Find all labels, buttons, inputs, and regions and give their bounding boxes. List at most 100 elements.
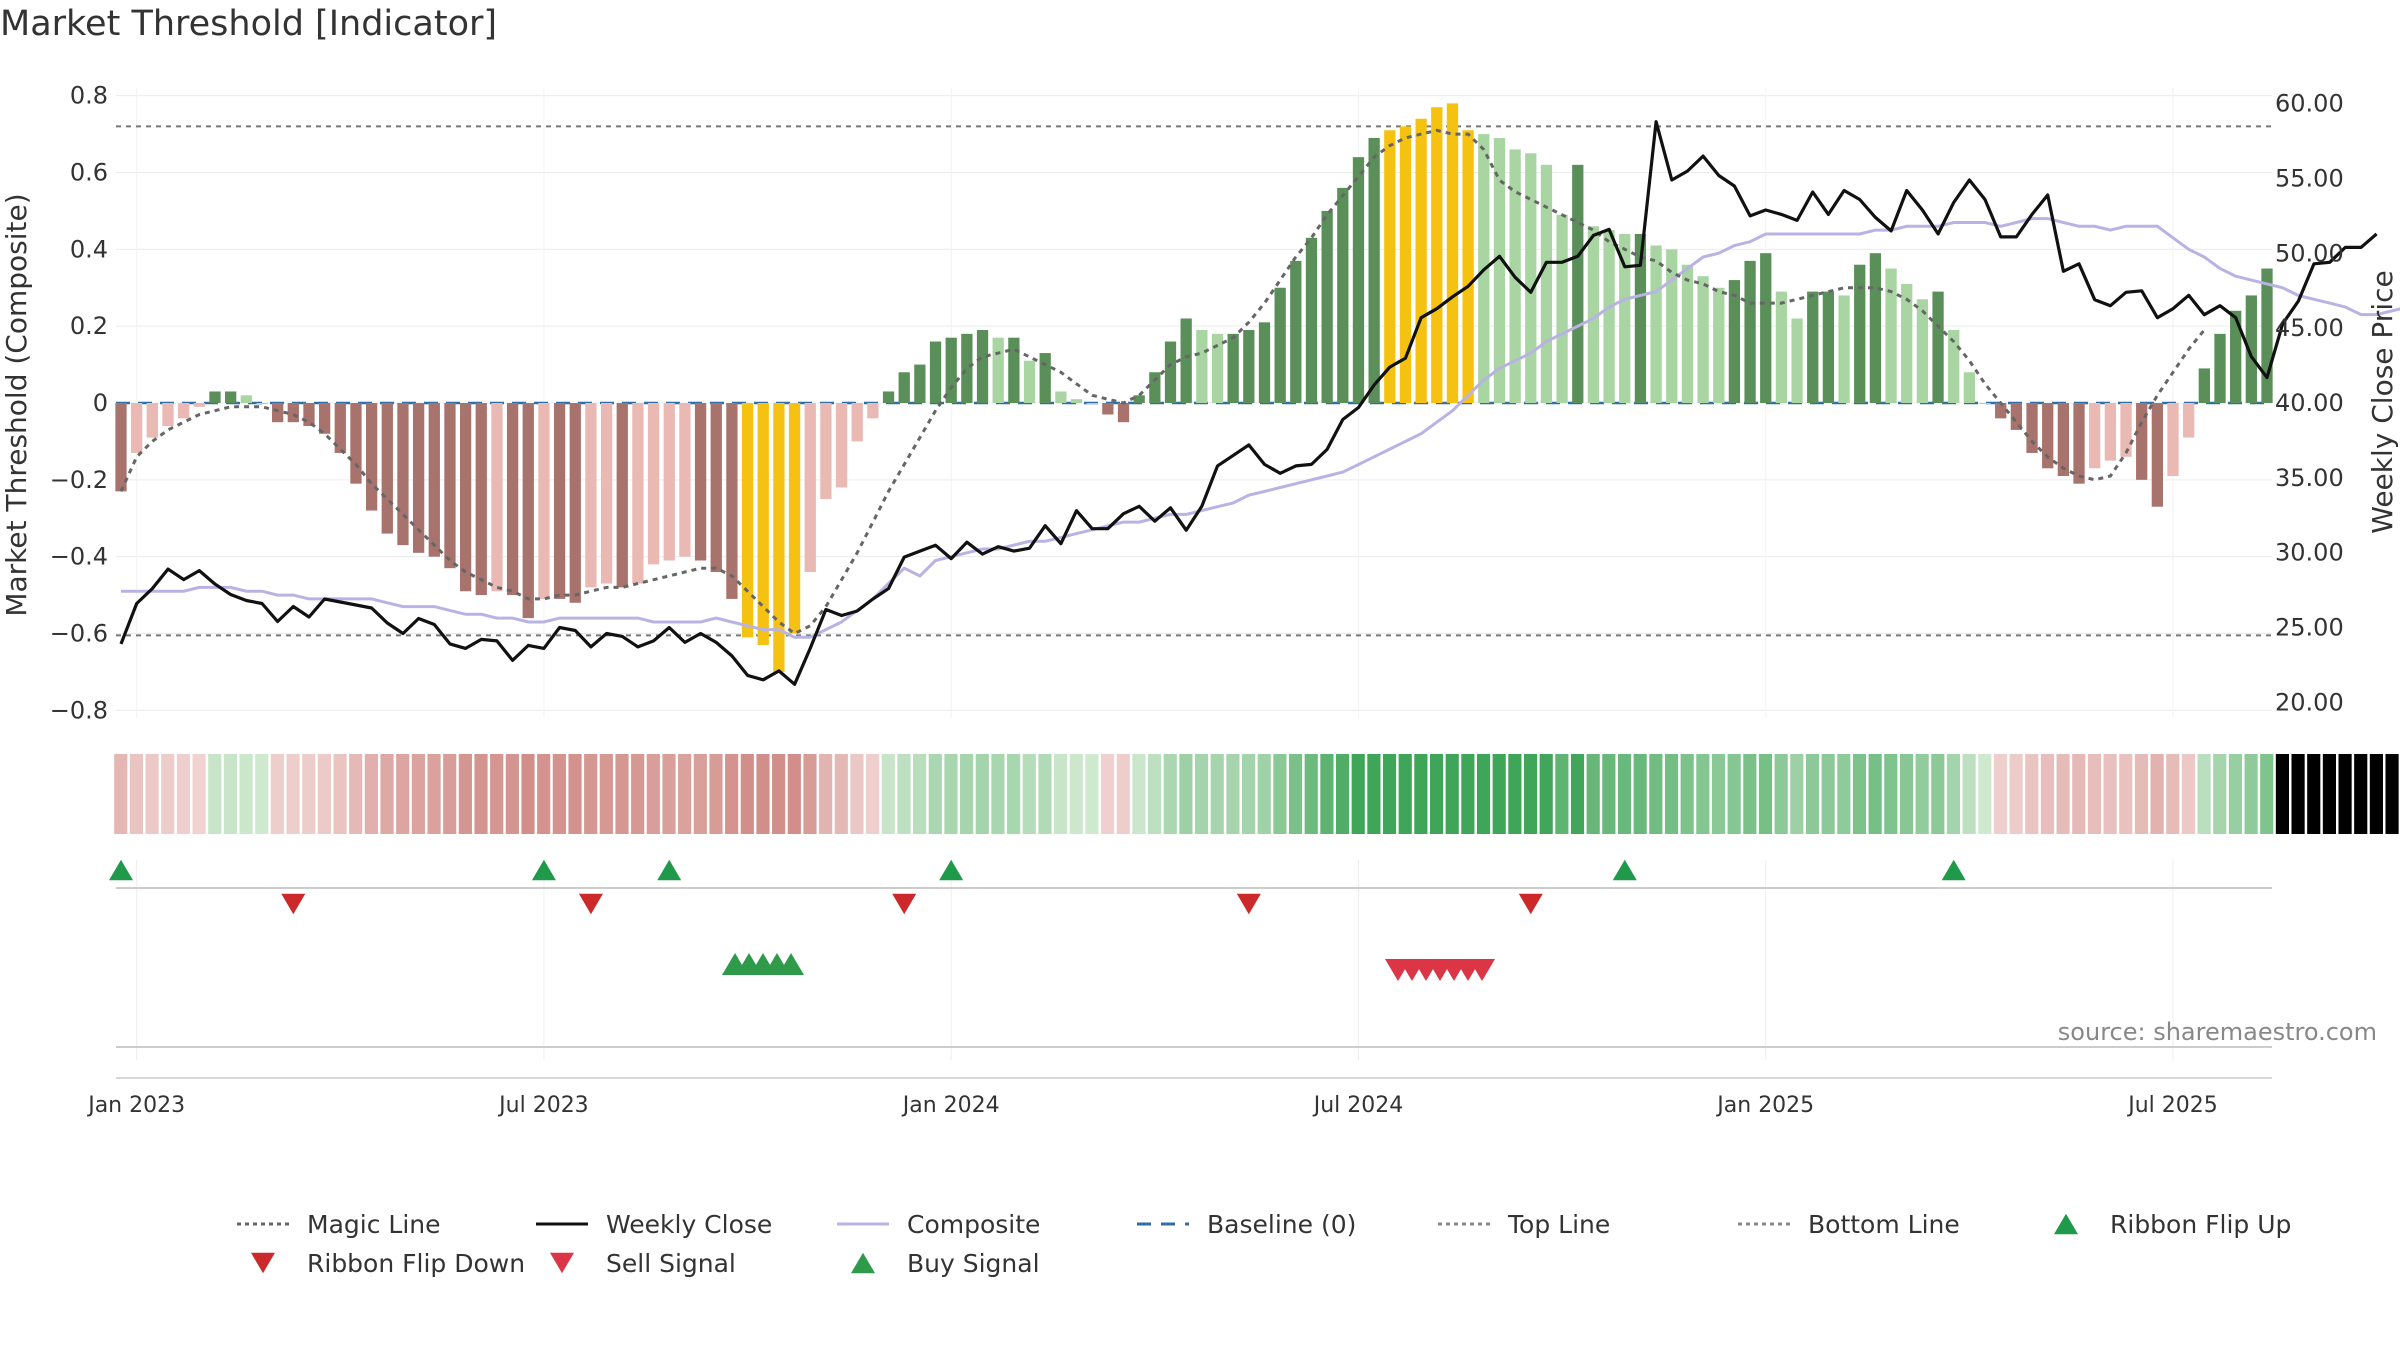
composite-bar — [428, 403, 440, 557]
magic-line — [119, 128, 2206, 636]
y-left-tick-label: 0.4 — [70, 235, 108, 263]
composite-bar — [334, 403, 346, 453]
ribbon-cell — [2275, 754, 2289, 834]
legend-item: Weekly Close — [536, 1210, 772, 1239]
ribbon-cell — [2087, 754, 2102, 834]
ribbon-cell — [1179, 754, 1193, 834]
ribbon-flip-down-marker — [578, 893, 603, 915]
ribbon-cell — [161, 754, 175, 834]
composite-bar — [1697, 276, 1709, 403]
ribbon-cell — [1993, 754, 2008, 834]
composite-bar — [2261, 268, 2273, 403]
composite-bar — [350, 403, 362, 484]
composite-bar — [788, 403, 801, 634]
legend: Magic Line Weekly Close Composite Baseline … — [237, 1210, 2291, 1278]
composite-bar — [1180, 318, 1192, 403]
ribbon-flip-up-marker — [939, 859, 964, 881]
composite-bar — [1540, 164, 1553, 403]
ribbon-cell — [2197, 754, 2211, 834]
composite-bar — [1493, 137, 1506, 403]
ribbon-cell — [364, 754, 378, 834]
composite-bar — [381, 403, 393, 534]
composite-bar — [1822, 291, 1835, 403]
ribbon-cell — [1555, 754, 1569, 834]
composite-bar — [929, 341, 942, 403]
composite-bars — [115, 103, 2273, 672]
ribbon-cell — [2150, 754, 2164, 834]
composite-bar — [444, 403, 456, 569]
ribbon-cell — [2025, 754, 2039, 834]
composite-bar — [1462, 130, 1474, 403]
legend-label: Buy Signal — [907, 1249, 1040, 1278]
composite-bar — [632, 403, 644, 584]
composite-bar — [209, 391, 221, 403]
composite-bar — [1775, 291, 1788, 403]
composite-bar — [945, 337, 957, 403]
ribbon-cell — [991, 754, 1005, 834]
composite-bar — [115, 403, 127, 492]
ribbon-cell — [2119, 754, 2133, 834]
composite-bar — [365, 403, 378, 511]
ribbon-cell — [756, 754, 770, 834]
composite-bar — [256, 403, 268, 404]
legend-item: Top Line — [1438, 1210, 1610, 1239]
composite-bar — [1305, 237, 1318, 403]
composite-bar — [459, 403, 472, 592]
composite-bar — [1196, 330, 1208, 403]
ribbon-cell — [881, 754, 895, 834]
chart-title: Market Threshold [Indicator] — [0, 4, 498, 44]
ribbon-cell — [1899, 754, 1914, 834]
x-tick-label: Jan 2023 — [86, 1093, 185, 1118]
ribbon-cell — [1367, 754, 1381, 834]
y-left-tick-label: −0.2 — [50, 466, 108, 494]
composite-bar — [1133, 395, 1145, 403]
composite-bar — [1713, 287, 1725, 403]
ribbon-cell — [599, 754, 613, 834]
ribbon-cell — [1492, 754, 1506, 834]
legend-item: Buy Signal — [851, 1249, 1040, 1278]
ribbon-cell — [1774, 754, 1788, 834]
composite-bar — [397, 403, 409, 546]
ribbon-cell — [1931, 754, 1945, 834]
y-right-tick-label: 30.00 — [2275, 539, 2344, 567]
composite-bar — [1932, 291, 1944, 403]
ribbon-cell — [1351, 754, 1365, 834]
composite-bar — [851, 403, 863, 442]
composite-line — [121, 217, 2400, 639]
y-left-tick-label: 0.8 — [70, 82, 108, 110]
sell-signal-marker — [1469, 958, 1495, 982]
y-axis-label-right: Weekly Close Price — [2366, 270, 2399, 533]
composite-bar — [2183, 403, 2195, 438]
ribbon-cell — [129, 754, 143, 834]
y-right-tick-label: 35.00 — [2275, 464, 2344, 492]
ribbon-cell — [740, 754, 754, 834]
ribbon-cell — [1007, 754, 1021, 834]
legend-swatch — [550, 1252, 574, 1274]
ribbon-cell — [2181, 754, 2196, 834]
ribbon-cell — [474, 754, 488, 834]
ribbon-cell — [302, 754, 316, 834]
ribbon-cell — [1195, 754, 1209, 834]
ribbon-cell — [1805, 754, 1820, 834]
ribbon-cell — [1696, 754, 1710, 834]
ribbon-cell — [1054, 754, 1068, 834]
ribbon-cell — [192, 754, 206, 834]
legend-label: Ribbon Flip Down — [307, 1249, 525, 1278]
composite-bar — [600, 403, 613, 584]
composite-bar — [1901, 283, 1913, 403]
ribbon-cell — [1633, 754, 1647, 834]
y-right-tick-label: 50.00 — [2275, 239, 2344, 267]
composite-bar — [1525, 153, 1537, 403]
ribbon-cell — [928, 754, 942, 834]
ribbon-cell — [1429, 754, 1444, 834]
legend-label: Bottom Line — [1808, 1210, 1960, 1239]
composite-bar — [2120, 403, 2132, 457]
composite-bar — [1587, 226, 1600, 403]
legend-item: Ribbon Flip Up — [2054, 1210, 2291, 1239]
ribbon-cell — [521, 754, 535, 834]
composite-bar — [1916, 299, 1929, 403]
composite-bar — [1948, 330, 1960, 403]
ribbon-cell — [662, 754, 676, 834]
ribbon-cell — [678, 754, 692, 834]
ribbon-flip-down-marker — [892, 893, 917, 915]
